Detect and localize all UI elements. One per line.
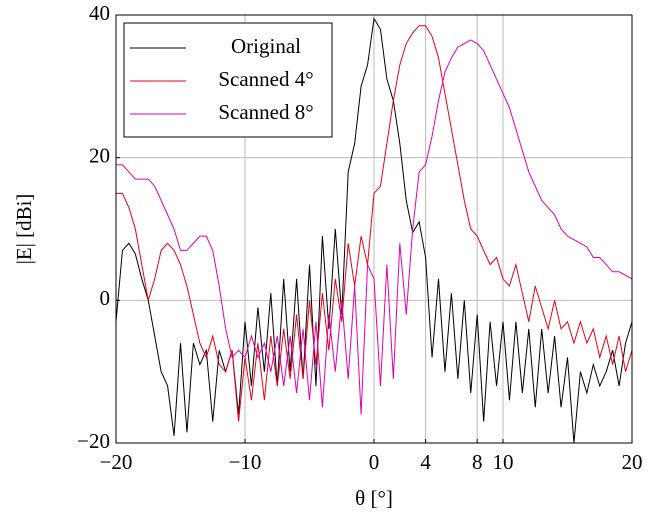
x-tick-label: 10 (493, 450, 514, 474)
x-tick-label: 0 (369, 450, 380, 474)
series-line (116, 25, 633, 422)
x-tick-label: 4 (420, 450, 431, 474)
legend-label: Scanned 4° (218, 67, 313, 91)
x-tick-label: 20 (622, 450, 643, 474)
x-tick-label: −10 (229, 450, 262, 474)
legend-label: Scanned 8° (218, 100, 313, 124)
y-tick-label: 0 (100, 286, 111, 310)
series-line (115, 17, 633, 444)
plot-frame (115, 14, 633, 444)
y-tick-label: 40 (89, 1, 110, 25)
y-tick-label: 20 (89, 143, 110, 167)
legend-label: Original (231, 34, 301, 58)
y-axis-label: |E| [dBi] (12, 194, 36, 265)
y-tick-label: −20 (77, 429, 110, 453)
x-tick-label: −20 (100, 450, 133, 474)
legend-box (123, 22, 333, 138)
x-tick-label: 8 (472, 450, 483, 474)
x-axis-label: θ [°] (355, 486, 393, 510)
series-line (116, 39, 633, 415)
